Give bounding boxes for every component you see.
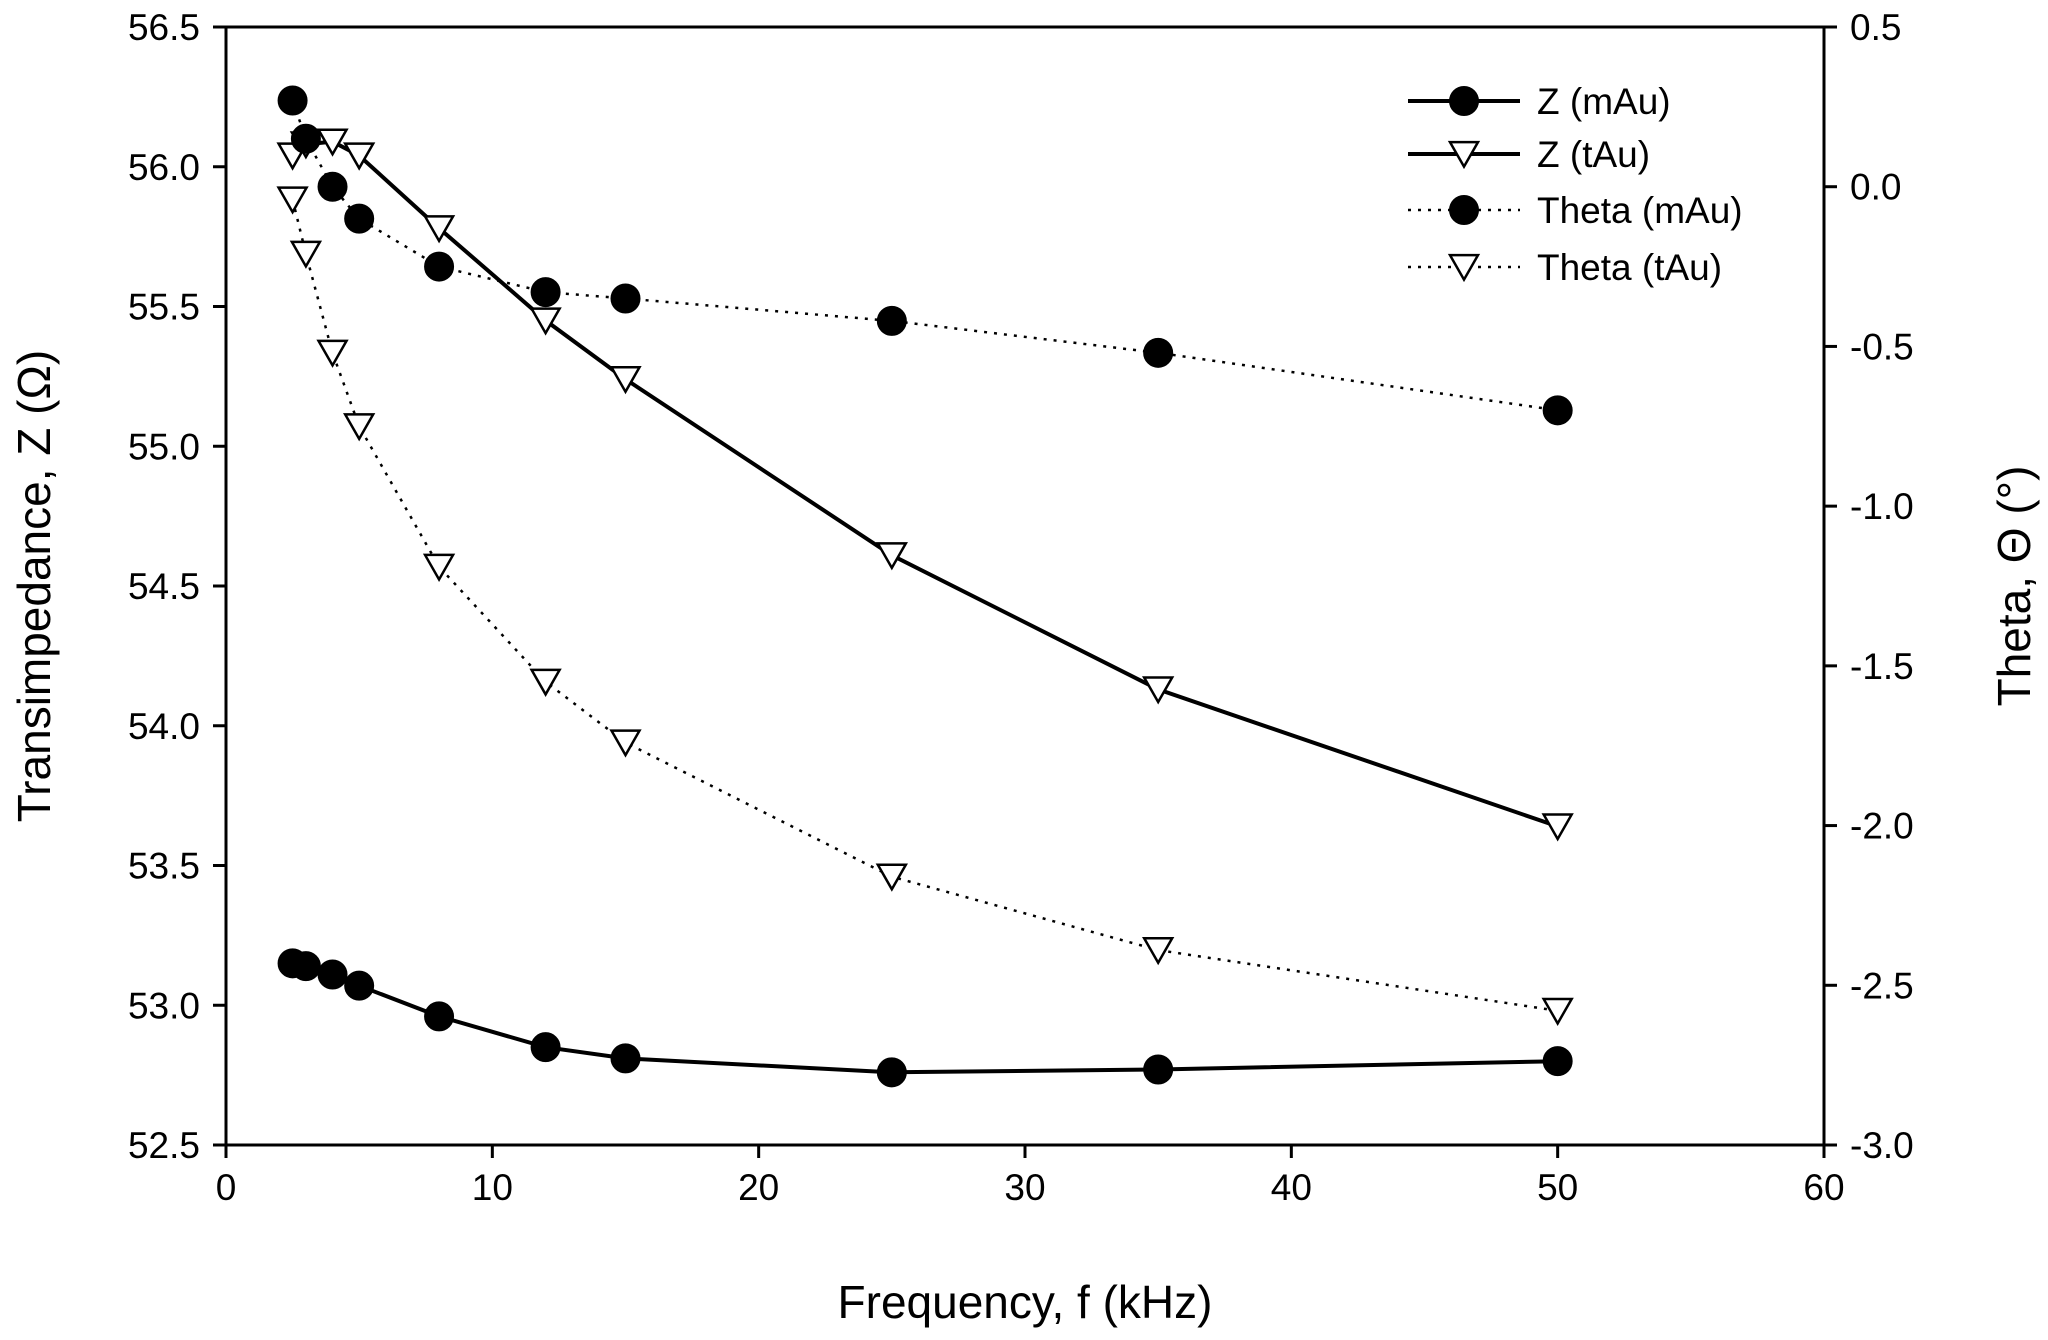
y-right-tick-label: 0.5 — [1850, 7, 1901, 48]
data-point — [1142, 676, 1175, 705]
x-tick-label: 30 — [1004, 1167, 1045, 1208]
data-point — [876, 305, 907, 336]
data-point — [530, 277, 561, 308]
legend-label: Theta (tAu) — [1537, 247, 1722, 288]
y-right-tick-label: -3.0 — [1850, 1125, 1914, 1166]
y-left-tick-label: 55.0 — [128, 426, 200, 467]
data-point — [316, 128, 349, 157]
y-right-axis-title: Theta, Θ (°) — [1988, 466, 2040, 707]
data-point — [1142, 936, 1175, 966]
x-tick-label: 10 — [472, 1167, 513, 1208]
data-point — [1143, 337, 1174, 368]
data-point — [1542, 395, 1573, 426]
series-line — [291, 199, 1558, 1013]
y-right-tick-label: -1.0 — [1850, 486, 1914, 527]
y-left-tick-label: 52.5 — [128, 1125, 200, 1166]
data-point — [422, 553, 456, 582]
y-left-tick-label: 54.0 — [128, 706, 200, 747]
data-point — [424, 1001, 455, 1032]
legend-label: Z (mAu) — [1537, 81, 1671, 122]
data-point — [422, 215, 456, 244]
legend-marker — [1447, 253, 1481, 283]
data-point — [875, 863, 908, 892]
y-left-tick-label: 56.5 — [128, 7, 200, 48]
series-layer — [276, 85, 1574, 1088]
data-point — [1542, 1046, 1573, 1077]
data-point — [343, 413, 376, 442]
x-tick-label: 20 — [738, 1167, 779, 1208]
y-right-tick-label: -1.5 — [1850, 646, 1914, 687]
series-line — [291, 100, 1558, 412]
data-point — [276, 186, 309, 215]
legend-marker — [1447, 140, 1481, 170]
y-right-tick-label: -0.5 — [1850, 326, 1914, 367]
data-point — [316, 339, 349, 368]
data-point — [530, 1032, 561, 1063]
y-left-tick-label: 53.0 — [128, 985, 200, 1026]
data-point — [1541, 813, 1574, 842]
data-point — [1143, 1054, 1174, 1085]
x-tick-label: 60 — [1803, 1167, 1844, 1208]
x-tick-label: 50 — [1537, 1167, 1578, 1208]
data-point — [529, 307, 562, 336]
data-point — [609, 729, 642, 758]
legend-marker — [1449, 86, 1479, 116]
y-left-axis-title: Transimpedance, Z (Ω) — [8, 350, 60, 822]
data-point — [876, 1057, 907, 1088]
legend-label: Z (tAu) — [1537, 134, 1650, 175]
data-point — [610, 283, 641, 314]
data-point — [610, 1043, 641, 1074]
x-axis-title: Frequency, f (kHz) — [838, 1276, 1213, 1328]
y-right-tick-label: 0.0 — [1850, 167, 1901, 208]
data-point — [317, 959, 348, 990]
data-point — [289, 240, 323, 269]
data-point — [1541, 997, 1574, 1026]
data-point — [317, 171, 348, 202]
data-point — [609, 366, 642, 395]
data-point — [875, 542, 908, 571]
y-left-tick-label: 53.5 — [128, 846, 200, 887]
x-tick-label: 40 — [1271, 1167, 1312, 1208]
data-point — [529, 668, 562, 697]
data-point — [344, 203, 375, 234]
y-left-tick-label: 56.0 — [128, 147, 200, 188]
y-left-tick-label: 54.5 — [128, 566, 200, 607]
data-point — [290, 951, 321, 982]
axes: 0 10 20 30 40 50 60 52.5 53.0 53.5 54.0 54.5 55.0 55.… — [128, 7, 1914, 1208]
series-line — [291, 139, 1559, 829]
data-point — [343, 142, 376, 171]
legend-label: Theta (mAu) — [1537, 190, 1743, 231]
data-point — [290, 123, 321, 154]
data-point — [424, 251, 455, 282]
y-right-tick-label: -2.0 — [1850, 806, 1914, 847]
legend-marker — [1449, 195, 1479, 225]
x-tick-label: 0 — [216, 1167, 237, 1208]
y-left-tick-label: 55.5 — [128, 287, 200, 328]
y-right-tick-label: -2.5 — [1850, 965, 1914, 1006]
data-point — [344, 970, 375, 1001]
data-point — [277, 85, 308, 116]
series-line — [292, 961, 1558, 1075]
legend: Z (mAu) Z (tAu) Theta (mAu) Theta (tAu) — [1408, 81, 1743, 288]
